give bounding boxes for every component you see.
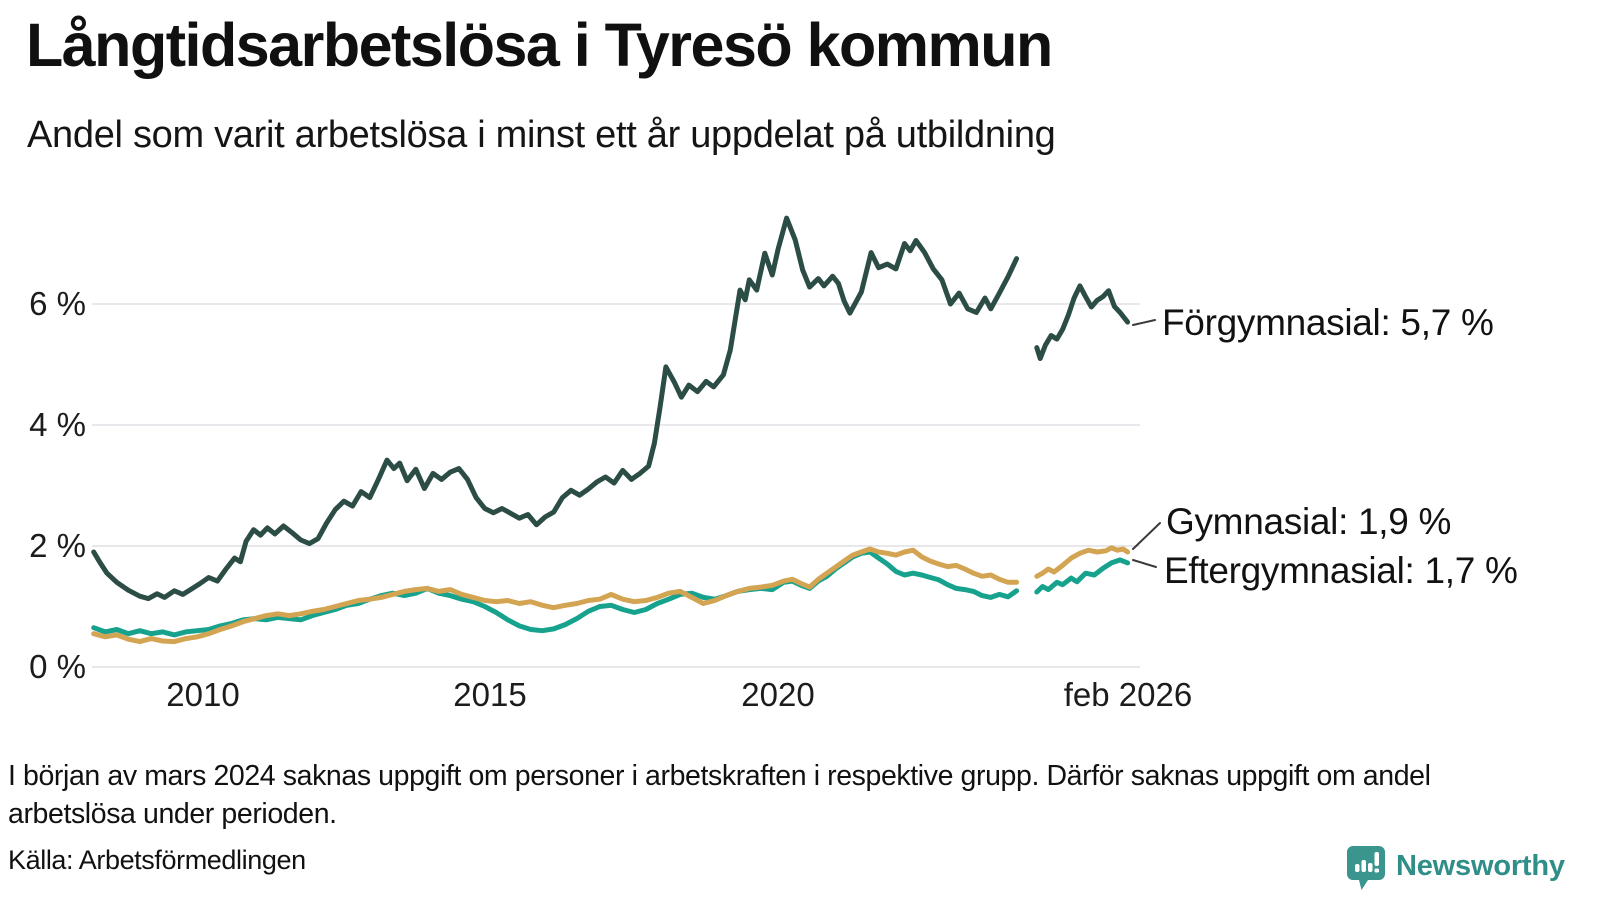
- newsworthy-logo: Newsworthy: [1344, 840, 1565, 892]
- eftergymnasial-label-connector: [1132, 559, 1157, 568]
- y-axis-tick-label: 4 %: [29, 406, 86, 443]
- series-end-label-gymnasial: Gymnasial: 1,9 %: [1166, 501, 1452, 542]
- x-axis-tick-label: feb 2026: [1063, 676, 1193, 713]
- page-subtitle: Andel som varit arbetslösa i minst ett å…: [27, 114, 1056, 156]
- series-line-förgymnasial: [91, 215, 1020, 602]
- x-axis-tick-label: 2010: [166, 676, 240, 713]
- newsworthy-wordmark: Newsworthy: [1396, 849, 1565, 882]
- series-line-gymnasial: [1034, 545, 1131, 579]
- forgymnasial-label-connector: [1132, 319, 1156, 326]
- y-axis-tick-label: 6 %: [29, 285, 86, 322]
- series-line-eftergymnasial: [1034, 557, 1131, 595]
- series-end-label-forgymnasial: Förgymnasial: 5,7 %: [1162, 302, 1494, 343]
- page-title: Långtidsarbetslösa i Tyresö kommun: [26, 11, 1053, 79]
- x-axis-tick-label: 2015: [453, 676, 527, 713]
- newsworthy-bubble-chart-icon: [1347, 846, 1385, 890]
- y-axis-tick-label: 2 %: [29, 527, 86, 564]
- footnote: I början av mars 2024 saknas uppgift om …: [8, 760, 1431, 830]
- series-line-förgymnasial: [1034, 283, 1131, 361]
- gymnasial-label-connector: [1132, 522, 1161, 550]
- x-axis-tick-label: 2020: [741, 676, 815, 713]
- source-line: Källa: Arbetsförmedlingen: [8, 845, 306, 875]
- series-end-label-eftergymnasial: Eftergymnasial: 1,7 %: [1164, 550, 1518, 591]
- y-axis-tick-label: 0 %: [29, 648, 86, 685]
- series-line-eftergymnasial: [91, 549, 1020, 638]
- series-line-gymnasial: [91, 546, 1020, 645]
